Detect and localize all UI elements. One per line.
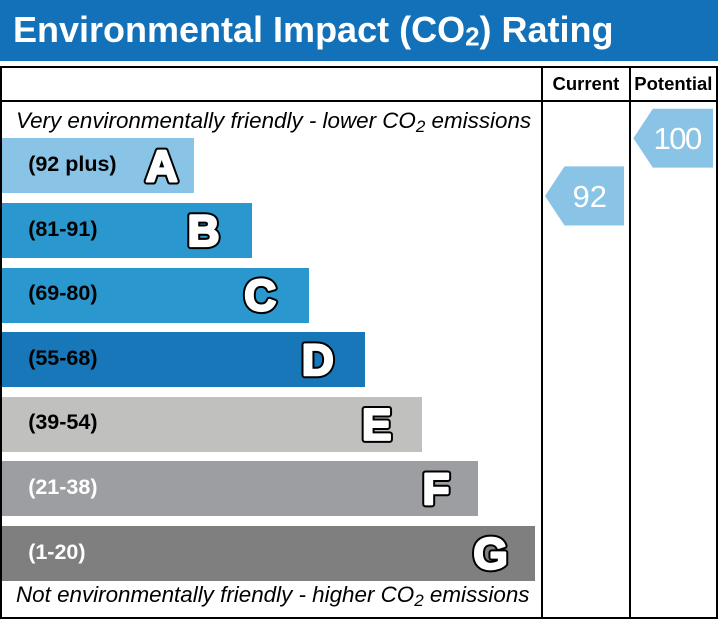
svg-text:100: 100 bbox=[653, 121, 701, 156]
svg-text:92: 92 bbox=[573, 179, 607, 214]
